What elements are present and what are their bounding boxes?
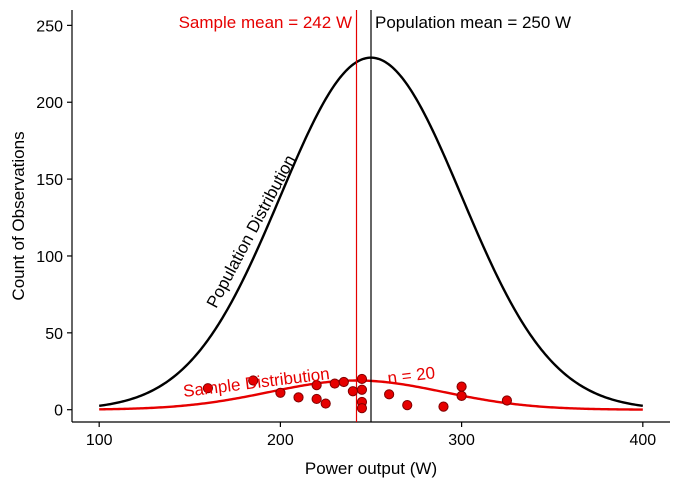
x-tick-label: 400: [629, 432, 656, 449]
reference-lines: [355, 10, 372, 422]
annotations: Sample mean = 242 W Population mean = 25…: [179, 13, 572, 401]
y-tick-label: 50: [45, 326, 63, 343]
x-tick-label: 200: [267, 432, 294, 449]
x-ticks: 100 200 300 400: [86, 422, 656, 449]
y-tick-label: 0: [54, 403, 63, 420]
sample-point: [311, 393, 322, 405]
sample-point: [356, 373, 368, 385]
population-mean-label: Population mean = 250 W: [375, 13, 571, 32]
sample-points: [202, 373, 513, 414]
sample-point: [384, 389, 395, 400]
population-curve-label: Population Distribution: [203, 152, 300, 311]
y-tick-label: 100: [36, 249, 63, 266]
y-ticks: 0 50 100 150 200 250: [36, 18, 72, 420]
sample-point: [293, 392, 304, 403]
sample-point: [402, 399, 413, 411]
sample-point: [501, 395, 513, 406]
sample-point: [320, 398, 331, 409]
x-tick-label: 300: [448, 432, 475, 449]
n-label: n = 20: [386, 363, 436, 388]
sample-point: [347, 386, 358, 397]
y-tick-label: 200: [36, 95, 63, 112]
sample-point: [456, 390, 467, 401]
y-axis-title: Count of Observations: [9, 131, 28, 300]
y-tick-label: 250: [36, 18, 63, 35]
x-axis-title: Power output (W): [305, 459, 437, 478]
sample-point: [248, 375, 259, 386]
sample-point: [456, 381, 467, 392]
y-tick-label: 150: [36, 172, 63, 189]
x-tick-label: 100: [86, 432, 113, 449]
sample-mean-label: Sample mean = 242 W: [179, 13, 352, 32]
sample-point: [356, 403, 368, 414]
sample-point: [202, 383, 214, 394]
sample-point: [338, 376, 349, 388]
sample-point: [438, 401, 449, 412]
sample-point: [329, 378, 340, 389]
sample-point: [356, 384, 368, 395]
sample-point: [311, 380, 322, 391]
sample-point: [275, 387, 286, 398]
